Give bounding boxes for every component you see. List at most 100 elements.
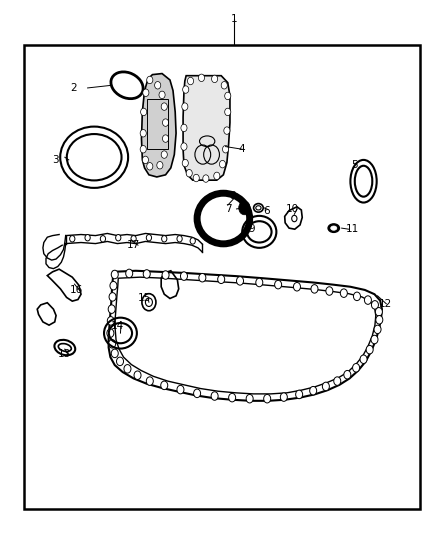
Circle shape (161, 103, 167, 110)
Text: 10: 10 (286, 204, 299, 214)
Text: 1: 1 (231, 14, 238, 23)
Text: 5: 5 (351, 160, 358, 170)
Circle shape (181, 124, 187, 132)
Circle shape (374, 325, 381, 334)
Circle shape (199, 273, 206, 282)
Circle shape (162, 236, 167, 242)
Circle shape (366, 345, 373, 354)
Circle shape (140, 146, 146, 153)
Text: 12: 12 (379, 299, 392, 309)
Circle shape (225, 108, 231, 116)
Circle shape (193, 174, 199, 182)
Circle shape (264, 394, 271, 403)
Circle shape (376, 316, 383, 324)
Circle shape (111, 349, 118, 358)
Circle shape (181, 143, 187, 150)
Bar (147, 99, 168, 149)
Circle shape (143, 89, 149, 96)
Circle shape (221, 82, 227, 89)
Polygon shape (141, 74, 176, 177)
Circle shape (229, 393, 236, 402)
Circle shape (223, 146, 229, 153)
Circle shape (293, 282, 300, 291)
Circle shape (107, 329, 114, 337)
Circle shape (126, 269, 133, 278)
Circle shape (108, 305, 115, 313)
Circle shape (360, 355, 367, 364)
Text: 2: 2 (70, 83, 77, 93)
Circle shape (322, 382, 329, 391)
Text: 3: 3 (53, 155, 59, 165)
Text: 15: 15 (138, 294, 151, 303)
Ellipse shape (328, 224, 339, 232)
Circle shape (239, 201, 250, 215)
Circle shape (147, 163, 153, 170)
Circle shape (371, 335, 378, 344)
Circle shape (162, 119, 169, 126)
Circle shape (246, 394, 253, 403)
Circle shape (311, 285, 318, 293)
Circle shape (211, 392, 218, 400)
Circle shape (146, 377, 153, 385)
Text: 6: 6 (263, 206, 269, 215)
Ellipse shape (331, 226, 337, 230)
Circle shape (224, 127, 230, 134)
Text: 16: 16 (70, 286, 83, 295)
Circle shape (344, 370, 351, 379)
Circle shape (198, 74, 205, 82)
Circle shape (225, 92, 231, 100)
Circle shape (187, 77, 194, 85)
Text: 13: 13 (58, 350, 71, 359)
Circle shape (124, 365, 131, 373)
Circle shape (296, 390, 303, 399)
Circle shape (212, 75, 218, 83)
Circle shape (340, 289, 347, 297)
Circle shape (237, 277, 244, 285)
Text: 4: 4 (239, 144, 245, 154)
Circle shape (190, 238, 195, 244)
Circle shape (161, 381, 168, 390)
Circle shape (140, 130, 146, 137)
Circle shape (280, 393, 287, 401)
Circle shape (194, 389, 201, 398)
Bar (24, 45, 420, 509)
Circle shape (159, 91, 165, 99)
Circle shape (155, 82, 161, 89)
Circle shape (162, 135, 169, 142)
Circle shape (146, 235, 152, 241)
Text: 14: 14 (111, 321, 124, 331)
Circle shape (100, 236, 106, 242)
Circle shape (219, 160, 226, 168)
Circle shape (275, 280, 282, 289)
Circle shape (111, 270, 118, 279)
Circle shape (110, 281, 117, 290)
Circle shape (116, 235, 121, 241)
Circle shape (371, 301, 378, 309)
Circle shape (334, 377, 341, 385)
Polygon shape (183, 76, 230, 180)
Text: 7: 7 (226, 204, 232, 214)
Circle shape (162, 271, 169, 279)
Circle shape (353, 364, 360, 372)
Circle shape (117, 357, 124, 366)
Circle shape (214, 172, 220, 180)
Circle shape (107, 317, 114, 325)
Circle shape (161, 151, 167, 158)
Circle shape (157, 161, 163, 169)
Circle shape (375, 308, 382, 316)
Text: 11: 11 (346, 224, 359, 234)
Circle shape (141, 108, 147, 116)
Circle shape (182, 103, 188, 110)
Circle shape (182, 159, 188, 167)
Text: 17: 17 (127, 240, 140, 250)
Circle shape (364, 296, 371, 304)
Circle shape (180, 272, 187, 280)
Text: 8: 8 (229, 191, 236, 200)
Circle shape (142, 156, 148, 164)
Circle shape (143, 270, 150, 278)
Circle shape (326, 287, 333, 295)
Circle shape (70, 236, 75, 242)
Circle shape (186, 169, 192, 177)
Circle shape (183, 86, 189, 93)
Circle shape (256, 278, 263, 287)
